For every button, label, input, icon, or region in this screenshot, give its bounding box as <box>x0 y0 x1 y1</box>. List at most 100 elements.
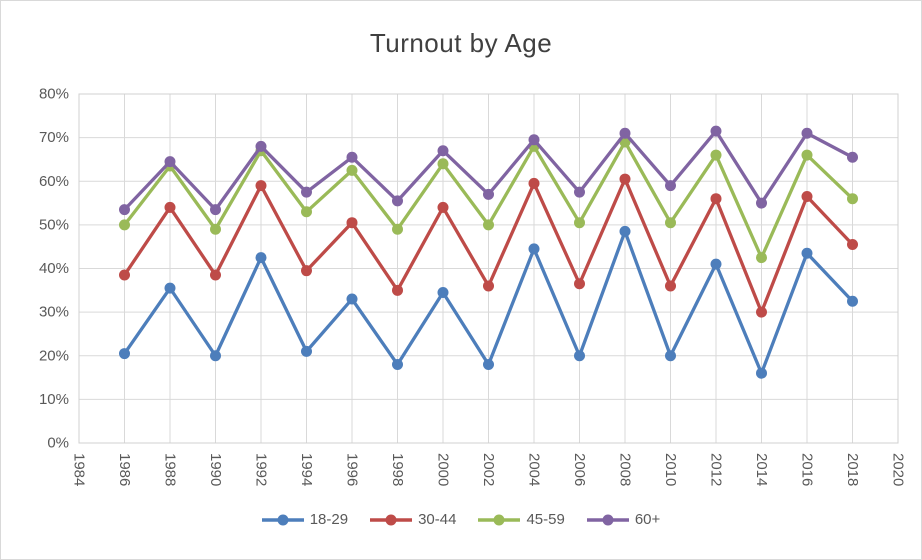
data-point-18-29-1998[interactable] <box>392 358 403 370</box>
x-axis-tick-label: 2012 <box>708 453 725 486</box>
data-point-18-29-1990[interactable] <box>210 350 221 362</box>
legend-item-45-59[interactable]: 45-59 <box>478 511 565 528</box>
data-point-30-44-2006[interactable] <box>574 278 585 290</box>
legend-line-marker-icon <box>586 514 629 525</box>
y-axis-tick-label: 30% <box>39 304 69 321</box>
x-axis-tick-label: 2002 <box>480 453 497 486</box>
y-axis-tick-label: 40% <box>39 260 69 277</box>
data-point-60+-2006[interactable] <box>574 186 585 198</box>
y-axis-tick-label: 20% <box>39 347 69 364</box>
legend-item-18-29[interactable]: 18-29 <box>261 511 348 528</box>
data-point-18-29-2016[interactable] <box>801 247 813 259</box>
data-point-30-44-1996[interactable] <box>346 217 358 229</box>
x-axis-tick-label: 1986 <box>116 453 133 486</box>
data-point-60+-1994[interactable] <box>301 186 312 198</box>
data-point-30-44-2018[interactable] <box>847 239 858 251</box>
data-point-45-59-1998[interactable] <box>392 223 403 235</box>
data-point-30-44-1992[interactable] <box>255 180 267 192</box>
data-point-45-59-2002[interactable] <box>483 219 494 231</box>
data-point-45-59-1994[interactable] <box>301 206 312 218</box>
data-point-18-29-1988[interactable] <box>164 282 176 294</box>
y-axis-tick-label: 0% <box>47 435 69 452</box>
data-point-60+-2012[interactable] <box>710 125 722 137</box>
data-point-18-29-2014[interactable] <box>756 367 767 379</box>
y-axis-tick-label: 80% <box>39 86 69 103</box>
data-point-60+-2010[interactable] <box>665 180 676 192</box>
data-point-18-29-2006[interactable] <box>574 350 585 362</box>
data-point-45-59-2016[interactable] <box>801 149 813 161</box>
data-point-45-59-2000[interactable] <box>437 158 449 170</box>
data-point-60+-1996[interactable] <box>346 151 358 163</box>
data-point-60+-2000[interactable] <box>437 145 449 157</box>
x-axis-tick-label: 2000 <box>435 453 452 486</box>
data-point-30-44-1988[interactable] <box>164 201 176 213</box>
data-point-45-59-2012[interactable] <box>710 149 722 161</box>
data-point-45-59-2010[interactable] <box>665 217 676 229</box>
data-point-18-29-1996[interactable] <box>346 293 358 305</box>
data-point-18-29-1994[interactable] <box>301 345 312 357</box>
data-point-30-44-1990[interactable] <box>210 269 221 281</box>
legend-label: 45-59 <box>526 511 565 528</box>
data-point-45-59-1986[interactable] <box>119 219 130 231</box>
data-point-60+-2004[interactable] <box>528 134 540 146</box>
plot-border <box>78 93 899 444</box>
data-point-45-59-1996[interactable] <box>346 164 358 176</box>
data-point-60+-2002[interactable] <box>483 188 494 200</box>
data-point-18-29-1986[interactable] <box>119 348 130 360</box>
x-axis-tick-label: 2006 <box>571 453 588 486</box>
x-axis-tick-label: 2008 <box>617 453 634 486</box>
data-point-30-44-1986[interactable] <box>119 269 130 281</box>
x-axis-tick-label: 2020 <box>890 453 907 486</box>
data-point-30-44-2012[interactable] <box>710 193 722 205</box>
data-point-60+-2014[interactable] <box>756 197 767 209</box>
data-point-30-44-2000[interactable] <box>437 201 449 213</box>
data-point-30-44-1998[interactable] <box>392 284 403 296</box>
data-point-30-44-2004[interactable] <box>528 177 540 189</box>
legend-item-60+[interactable]: 60+ <box>586 511 661 528</box>
data-point-45-59-2006[interactable] <box>574 217 585 229</box>
data-point-18-29-2002[interactable] <box>483 358 494 370</box>
data-point-18-29-1992[interactable] <box>255 252 267 264</box>
data-point-60+-2018[interactable] <box>847 151 858 163</box>
x-axis-tick-label: 2016 <box>799 453 816 486</box>
legend-line-marker-icon <box>478 514 521 525</box>
x-axis-tick-label: 2010 <box>662 453 679 486</box>
chart-title: Turnout by Age <box>369 28 553 58</box>
data-point-60+-1988[interactable] <box>164 156 176 168</box>
x-axis-tick-label: 1992 <box>253 453 270 486</box>
y-axis-tick-label: 10% <box>39 391 69 408</box>
data-point-45-59-1990[interactable] <box>210 223 221 235</box>
data-point-18-29-2012[interactable] <box>710 258 722 270</box>
data-point-18-29-2018[interactable] <box>847 295 858 307</box>
x-axis-tick-label: 1990 <box>207 453 224 486</box>
data-point-30-44-2002[interactable] <box>483 280 494 292</box>
x-axis-tick-label: 2018 <box>844 453 861 486</box>
data-point-60+-1990[interactable] <box>210 204 221 216</box>
data-point-30-44-2016[interactable] <box>801 191 813 203</box>
data-point-60+-1992[interactable] <box>255 140 267 152</box>
data-point-45-59-2018[interactable] <box>847 193 858 205</box>
data-point-18-29-2004[interactable] <box>528 243 540 255</box>
data-point-18-29-2010[interactable] <box>665 350 676 362</box>
data-point-60+-2008[interactable] <box>619 127 631 139</box>
x-axis-tick-label: 1996 <box>344 453 361 486</box>
data-point-18-29-2008[interactable] <box>619 225 631 237</box>
data-point-60+-1986[interactable] <box>119 204 130 216</box>
legend-line-marker-icon <box>370 514 413 525</box>
legend-label: 30-44 <box>418 511 457 528</box>
y-axis-tick-label: 60% <box>39 173 69 190</box>
data-point-45-59-2014[interactable] <box>756 252 767 264</box>
data-point-60+-2016[interactable] <box>801 127 813 139</box>
data-point-60+-1998[interactable] <box>392 195 403 207</box>
data-point-18-29-2000[interactable] <box>437 286 449 298</box>
legend-item-30-44[interactable]: 30-44 <box>370 511 456 528</box>
data-point-30-44-2010[interactable] <box>665 280 676 292</box>
x-axis-tick-label: 2004 <box>526 453 543 486</box>
legend-line-marker-icon <box>261 514 304 525</box>
legend-label: 60+ <box>634 511 661 528</box>
data-point-30-44-1994[interactable] <box>301 265 312 277</box>
data-point-30-44-2008[interactable] <box>619 173 631 185</box>
data-point-30-44-2014[interactable] <box>756 306 767 318</box>
legend: 18-29 30-44 45-59 60+ <box>1 511 921 528</box>
